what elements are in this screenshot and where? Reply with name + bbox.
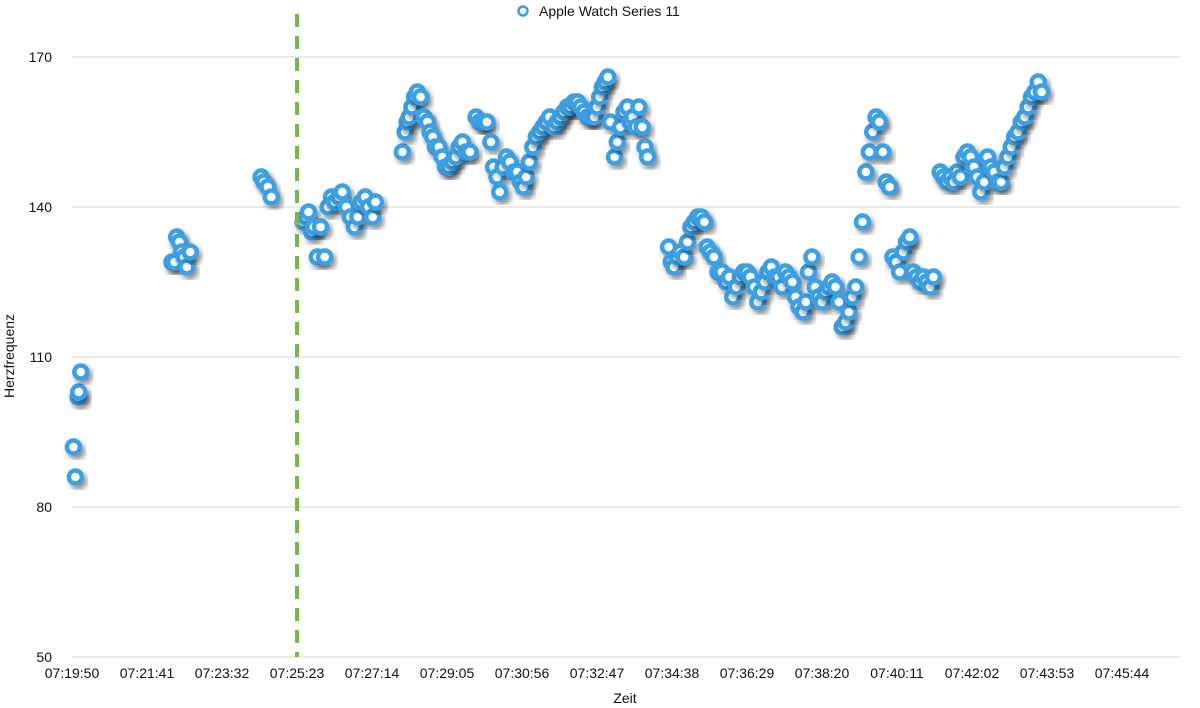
- legend-marker-icon: [517, 5, 529, 17]
- data-point: [857, 163, 875, 181]
- data-point: [803, 248, 821, 266]
- x-tick-label: 07:45:44: [1095, 665, 1150, 681]
- legend-label: Apple Watch Series 11: [539, 3, 680, 19]
- data-point: [66, 468, 85, 486]
- data-point: [299, 203, 318, 221]
- data-point: [262, 188, 281, 206]
- data-point: [461, 143, 479, 161]
- data-point: [178, 258, 196, 276]
- x-tick-label: 07:43:53: [1020, 665, 1075, 681]
- y-tick-label: 110: [30, 349, 53, 365]
- data-point: [64, 438, 83, 456]
- x-tick-label: 07:29:05: [420, 665, 475, 681]
- data-point: [874, 143, 892, 161]
- data-point: [1032, 83, 1051, 101]
- data-point: [315, 248, 334, 266]
- data-point: [72, 363, 90, 381]
- y-tick-label: 50: [36, 649, 52, 665]
- data-point: [363, 208, 382, 226]
- y-axis: 50 80 110 140 170: [29, 49, 53, 665]
- gridlines: [72, 56, 1180, 658]
- x-tick-label: 07:30:56: [495, 665, 550, 681]
- x-tick-label: 07:25:23: [270, 665, 325, 681]
- x-tick-label: 07:34:38: [645, 665, 700, 681]
- data-point: [70, 383, 88, 401]
- data-point: [826, 278, 845, 296]
- data-point: [181, 243, 199, 261]
- data-point: [783, 273, 802, 291]
- data-point: [608, 133, 627, 151]
- data-point: [482, 133, 500, 151]
- x-tick-label: 07:32:47: [570, 665, 625, 681]
- data-point: [840, 303, 858, 321]
- data-point: [630, 98, 648, 116]
- data-point: [951, 168, 970, 186]
- data-point: [847, 278, 865, 296]
- data-point: [638, 148, 657, 166]
- data-point: [901, 228, 919, 246]
- data-point: [860, 143, 879, 161]
- data-point: [478, 113, 496, 131]
- y-axis-title: Herzfrequenz: [1, 314, 17, 398]
- data-point: [678, 233, 697, 251]
- data-point: [520, 153, 539, 171]
- x-axis-title: Zeit: [613, 690, 636, 706]
- y-tick-label: 80: [36, 499, 52, 515]
- data-point: [992, 173, 1010, 191]
- x-tick-label: 07:38:20: [795, 665, 850, 681]
- x-tick-label: 07:27:14: [345, 665, 400, 681]
- data-point: [695, 213, 714, 231]
- x-tick-label: 07:19:50: [45, 665, 100, 681]
- data-point: [411, 88, 430, 106]
- data-point: [333, 183, 352, 201]
- data-point: [890, 263, 909, 281]
- data-points: [64, 68, 1051, 486]
- data-point: [705, 248, 723, 266]
- legend: Apple Watch Series 11: [517, 3, 680, 19]
- data-point: [311, 218, 330, 236]
- data-point: [870, 113, 889, 131]
- x-tick-label: 07:21:41: [120, 665, 175, 681]
- x-axis: 07:19:50 07:21:41 07:23:32 07:25:23 07:27:14…: [45, 665, 1150, 681]
- data-point: [517, 168, 535, 186]
- data-point: [393, 143, 412, 161]
- data-point: [605, 148, 624, 166]
- data-point: [599, 68, 617, 86]
- data-point: [850, 248, 868, 266]
- data-point: [924, 268, 943, 286]
- x-tick-label: 07:40:11: [870, 665, 924, 681]
- data-point: [675, 248, 693, 266]
- y-tick-label: 140: [29, 199, 53, 215]
- data-point: [490, 183, 509, 201]
- data-point: [633, 118, 652, 136]
- y-tick-label: 170: [29, 49, 53, 65]
- x-tick-label: 07:23:32: [195, 665, 250, 681]
- data-point: [880, 178, 899, 196]
- data-point: [366, 193, 385, 211]
- x-tick-label: 07:42:02: [945, 665, 1000, 681]
- x-tick-label: 07:36:29: [720, 665, 775, 681]
- data-point: [799, 263, 818, 281]
- data-point: [853, 213, 872, 231]
